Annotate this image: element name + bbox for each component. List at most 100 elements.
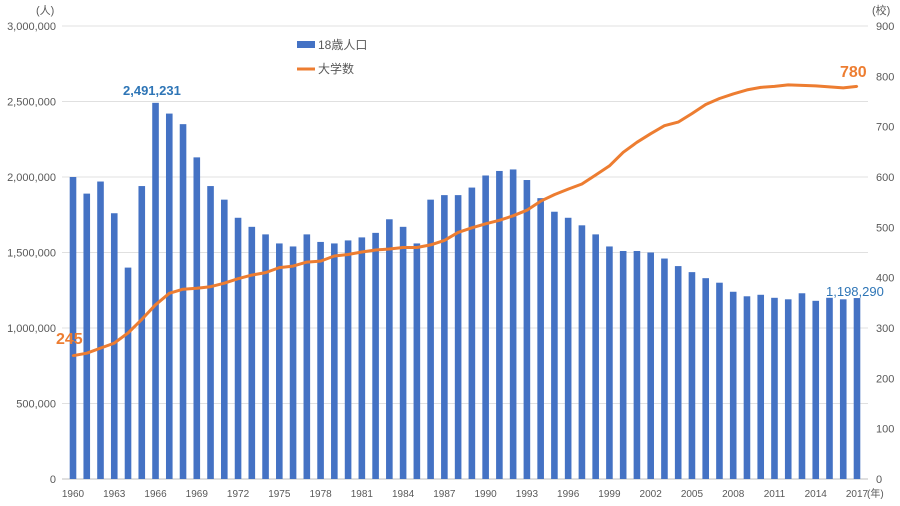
bar-1975 [276, 243, 283, 479]
line-point-2002 [649, 132, 652, 135]
line-point-2001 [635, 141, 639, 144]
legend: 18歳人口 大学数 [297, 38, 367, 76]
bar-1977 [303, 234, 311, 479]
bar-1969 [193, 157, 201, 479]
bar-1972 [234, 217, 242, 479]
bar-2004 [674, 266, 682, 479]
bar-1967 [165, 113, 173, 479]
bar-2008 [729, 291, 737, 479]
bar-2013 [798, 293, 806, 479]
left-tick-label: 2,000,000 [7, 172, 56, 184]
line-point-1997 [580, 182, 584, 186]
bar-1987 [441, 195, 448, 479]
line-point-1963 [113, 341, 116, 345]
line-point-1974 [264, 271, 267, 274]
bar-1962 [97, 181, 104, 479]
line-point-2010 [759, 86, 762, 89]
data-label-peak-population: 2,491,231 [123, 83, 181, 98]
bar-2003 [661, 258, 668, 479]
line-point-1988 [456, 231, 460, 234]
bar-1986 [427, 199, 434, 479]
line-point-1980 [346, 253, 350, 256]
line-point-1985 [415, 246, 419, 249]
line-point-2003 [663, 124, 666, 127]
right-tick-label: 400 [876, 273, 894, 285]
bar-1960 [69, 177, 77, 479]
line-point-2015 [828, 85, 831, 89]
line-point-2008 [732, 92, 735, 96]
line-point-1994 [539, 199, 542, 203]
bar-1979 [331, 243, 338, 479]
bar-1994 [537, 198, 544, 479]
x-tick-label: 1987 [433, 489, 456, 500]
right-axis-unit: (校) [872, 3, 890, 17]
line-point-1995 [553, 193, 556, 196]
line-point-1981 [360, 250, 364, 254]
right-tick-label: 900 [876, 21, 894, 33]
bar-1998 [592, 234, 599, 479]
line-point-1982 [374, 248, 377, 252]
line-point-1989 [470, 226, 474, 230]
line-point-2005 [690, 112, 694, 115]
line-point-1970 [209, 285, 212, 288]
bar-1963 [110, 213, 118, 480]
bar-1997 [578, 225, 586, 479]
bar-1981 [358, 237, 366, 479]
bar-1966 [152, 102, 159, 479]
line-point-2012 [787, 83, 790, 87]
bar-2001 [633, 250, 641, 479]
x-tick-label: 1978 [309, 489, 332, 500]
bar-1983 [386, 219, 393, 479]
universities-series-line [72, 83, 858, 358]
line-point-2016 [842, 86, 845, 90]
left-tick-label: 2,500,000 [7, 97, 56, 109]
line-point-1983 [388, 247, 391, 251]
bar-2012 [784, 299, 792, 479]
legend-label-universities: 大学数 [318, 61, 354, 76]
line-point-2007 [718, 97, 721, 100]
line-point-1991 [498, 219, 501, 222]
line-point-2014 [814, 84, 817, 88]
x-tick-label: 2008 [722, 489, 745, 500]
line-point-1967 [168, 292, 171, 295]
bar-2009 [743, 296, 751, 479]
line-point-1992 [511, 214, 515, 217]
bar-1984 [399, 226, 407, 479]
left-tick-label: 500,000 [16, 399, 56, 411]
right-tick-label: 500 [876, 222, 894, 234]
legend-swatch-bar [297, 41, 315, 48]
bar-2010 [757, 294, 765, 479]
line-point-1962 [99, 346, 102, 350]
line-point-2000 [621, 151, 625, 154]
bar-2017 [853, 298, 861, 479]
bar-1993 [523, 180, 531, 479]
line-point-1996 [566, 187, 570, 191]
line-point-1972 [236, 277, 240, 280]
bar-2014 [812, 300, 820, 479]
left-tick-label: 3,000,000 [7, 21, 56, 33]
bar-2011 [771, 297, 778, 479]
x-tick-label: 1963 [103, 489, 126, 500]
line-point-2006 [704, 103, 707, 106]
x-tick-label: 1960 [62, 489, 85, 500]
bar-1982 [372, 232, 379, 479]
bar-2006 [702, 278, 710, 479]
line-point-2009 [745, 88, 749, 92]
right-tick-label: 800 [876, 71, 894, 83]
x-tick-label: 1966 [144, 489, 167, 500]
x-tick-label: 1996 [557, 489, 580, 500]
line-point-1969 [195, 287, 198, 290]
left-axis-unit: (人) [36, 4, 54, 17]
line-point-1990 [484, 222, 487, 226]
line-point-1998 [594, 173, 597, 177]
bar-2015 [826, 297, 833, 479]
bar-1974 [262, 234, 269, 479]
left-tick-label: 0 [50, 474, 56, 486]
bar-2000 [619, 250, 627, 479]
x-axis-unit: (年) [867, 487, 884, 500]
bar-1970 [207, 186, 214, 479]
line-point-1984 [401, 246, 405, 249]
bar-2005 [688, 272, 696, 479]
bar-1980 [344, 240, 352, 479]
bar-1961 [83, 193, 91, 480]
